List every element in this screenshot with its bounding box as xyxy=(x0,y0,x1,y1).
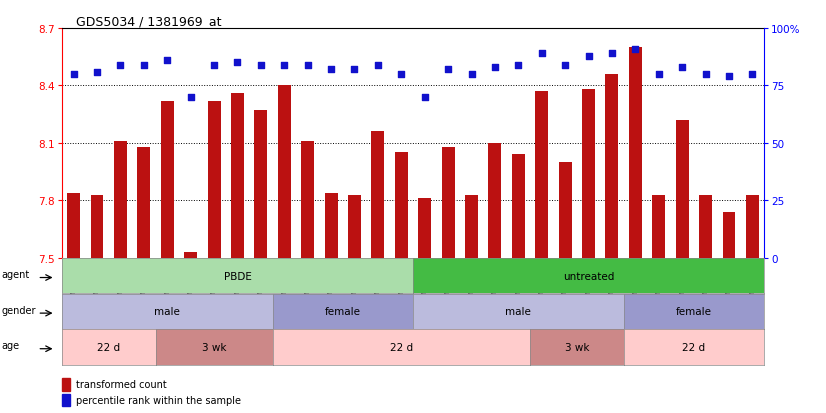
Bar xyxy=(91,195,103,258)
Point xyxy=(325,67,338,74)
Bar xyxy=(301,142,314,258)
Bar xyxy=(582,90,595,258)
Point xyxy=(699,71,712,78)
Bar xyxy=(699,195,712,258)
Text: untreated: untreated xyxy=(563,271,615,281)
Bar xyxy=(605,75,619,258)
Bar xyxy=(114,142,127,258)
Point xyxy=(535,51,548,57)
Point xyxy=(629,46,642,53)
Bar xyxy=(231,94,244,258)
Text: GDS5034 / 1381969_at: GDS5034 / 1381969_at xyxy=(76,15,221,28)
Bar xyxy=(372,132,384,258)
Bar xyxy=(278,86,291,258)
Text: male: male xyxy=(154,306,180,317)
Point xyxy=(418,94,431,101)
Bar xyxy=(62,394,70,406)
Text: transformed count: transformed count xyxy=(76,380,167,389)
Bar xyxy=(67,193,80,258)
Point xyxy=(90,69,104,76)
Bar xyxy=(325,193,338,258)
Bar xyxy=(184,252,197,258)
Point xyxy=(114,62,127,69)
Point xyxy=(230,60,244,66)
Point xyxy=(137,62,150,69)
Point xyxy=(348,67,361,74)
Bar xyxy=(488,143,501,258)
Bar xyxy=(348,195,361,258)
Text: gender: gender xyxy=(1,305,36,315)
Text: 3 wk: 3 wk xyxy=(565,342,589,352)
Text: male: male xyxy=(506,306,531,317)
Point xyxy=(488,64,501,71)
Point xyxy=(67,71,80,78)
Point xyxy=(722,74,735,81)
Bar xyxy=(418,199,431,258)
Bar xyxy=(137,147,150,258)
Text: PBDE: PBDE xyxy=(224,271,251,281)
Point xyxy=(184,94,197,101)
Point xyxy=(582,53,595,60)
Point xyxy=(254,62,268,69)
Bar xyxy=(161,102,173,258)
Point xyxy=(395,71,408,78)
Text: 22 d: 22 d xyxy=(390,342,413,352)
Bar xyxy=(62,378,70,391)
Text: agent: agent xyxy=(1,269,30,279)
Bar xyxy=(746,195,759,258)
Text: percentile rank within the sample: percentile rank within the sample xyxy=(76,395,240,405)
Point xyxy=(441,67,454,74)
Text: 22 d: 22 d xyxy=(682,342,705,352)
Bar xyxy=(558,163,572,258)
Point xyxy=(676,64,689,71)
Point xyxy=(465,71,478,78)
Point xyxy=(301,62,314,69)
Text: 3 wk: 3 wk xyxy=(202,342,226,352)
Bar xyxy=(676,121,689,258)
Text: female: female xyxy=(325,306,361,317)
Text: 22 d: 22 d xyxy=(97,342,121,352)
Point xyxy=(746,71,759,78)
Point xyxy=(652,71,665,78)
Point xyxy=(207,62,221,69)
Bar xyxy=(653,195,665,258)
Point xyxy=(160,58,173,64)
Point xyxy=(558,62,572,69)
Bar xyxy=(535,92,548,258)
Bar xyxy=(442,147,454,258)
Point xyxy=(278,62,291,69)
Bar xyxy=(254,111,268,258)
Point xyxy=(372,62,385,69)
Bar xyxy=(207,102,221,258)
Bar xyxy=(395,153,408,258)
Bar xyxy=(723,212,735,258)
Bar xyxy=(629,48,642,258)
Text: female: female xyxy=(676,306,712,317)
Text: age: age xyxy=(1,340,19,350)
Point xyxy=(605,51,619,57)
Bar xyxy=(465,195,478,258)
Point xyxy=(511,62,525,69)
Bar xyxy=(512,155,525,258)
